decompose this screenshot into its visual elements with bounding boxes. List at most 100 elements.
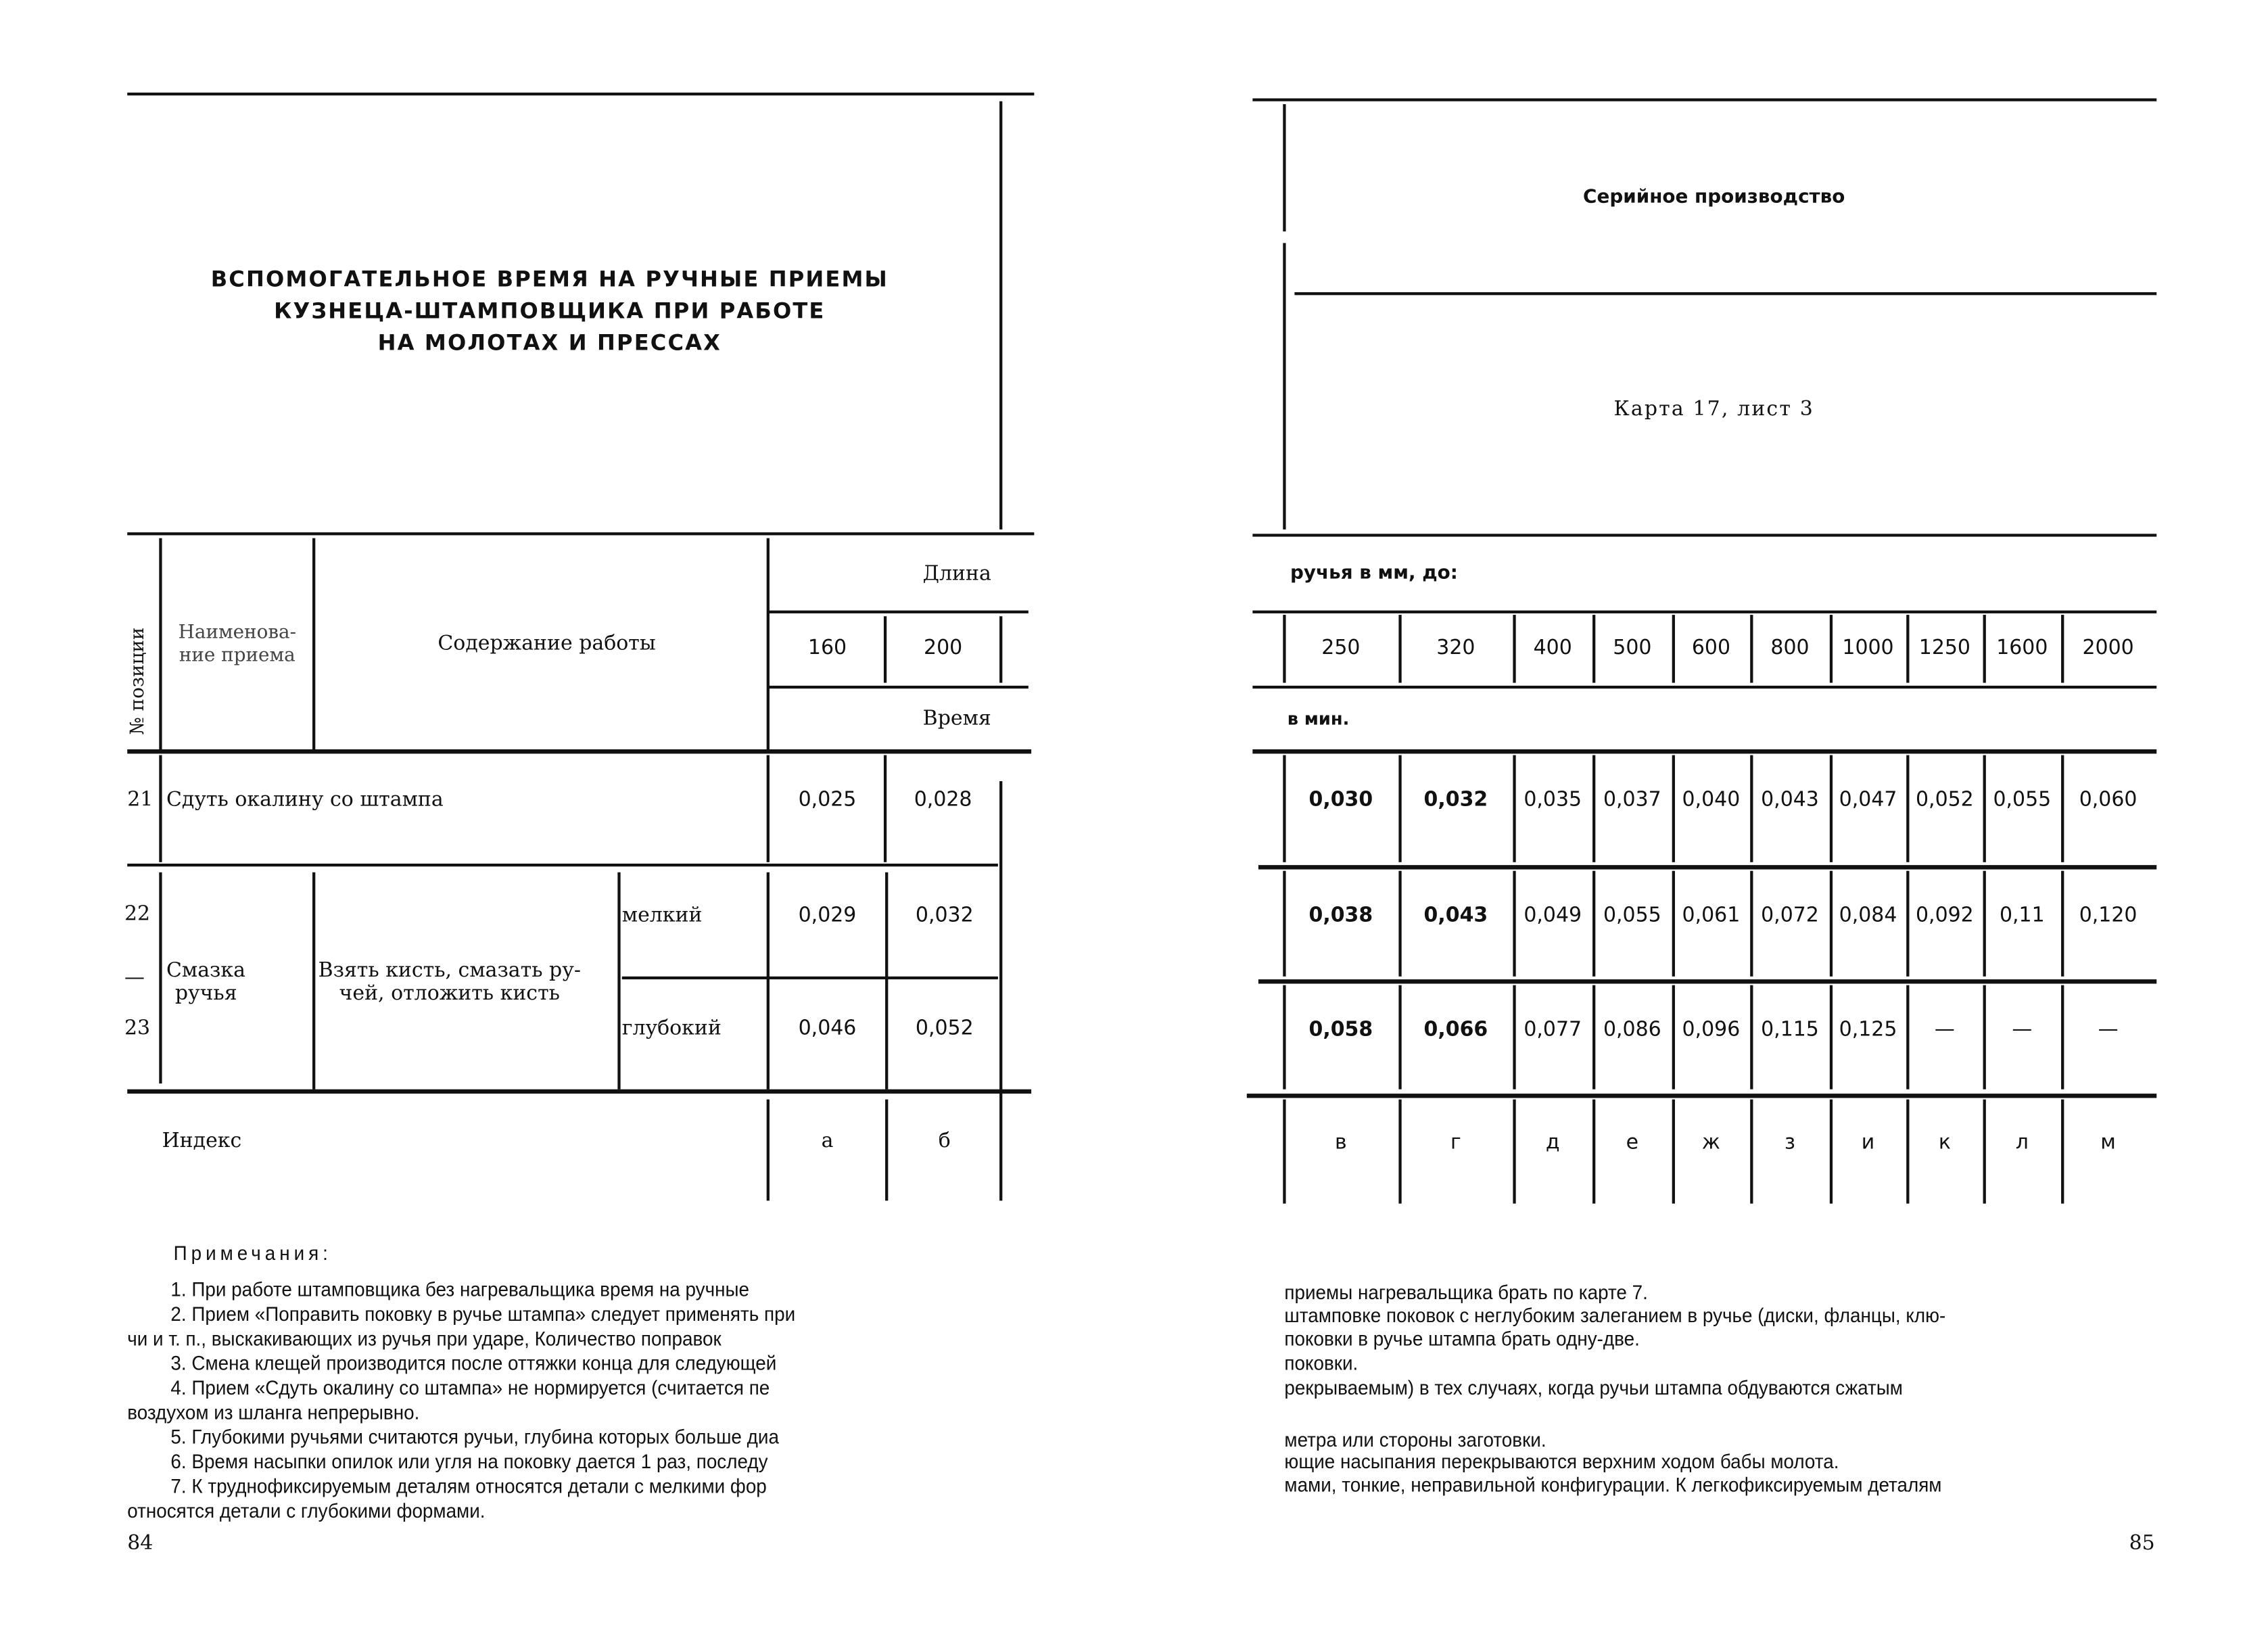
length-200: 200 [924, 636, 963, 660]
note-line: 6. Время насыпки опилок или угля на поко… [170, 1449, 768, 1473]
time-value: 0,092 [1916, 904, 1974, 928]
divider [617, 872, 621, 1090]
time-value: 0,060 [2079, 788, 2137, 812]
title-line: КУЗНЕЦА-ШТАМПОВЩИКА ПРИ РАБОТЕ [274, 298, 826, 325]
divider [1294, 292, 2157, 296]
row-22-kind: мелкий [621, 904, 703, 928]
row-23-kind: глубокий [621, 1016, 722, 1040]
row-22-value-b: 0,032 [915, 904, 974, 928]
divider [1592, 755, 1596, 862]
page-title: ВСПОМОГАТЕЛЬНОЕ ВРЕМЯ НА РУЧНЫЕ ПРИЕМЫ К… [188, 263, 912, 358]
divider [1829, 1099, 1833, 1204]
header-line: Наименова- [178, 622, 296, 644]
divider [766, 1099, 770, 1201]
divider [2061, 985, 2064, 1090]
divider [1252, 534, 2157, 537]
header-line: ние приема [179, 645, 296, 668]
time-value: — [2098, 1018, 2119, 1042]
divider [2061, 615, 2064, 683]
divider [999, 616, 1003, 683]
divider [885, 1099, 889, 1201]
divider [1398, 755, 1402, 862]
divider [1983, 755, 1986, 862]
divider [767, 685, 1029, 689]
divider [1906, 870, 1910, 977]
time-value: 0,061 [1682, 904, 1741, 928]
time-value: 0,096 [1682, 1018, 1741, 1042]
divider [127, 92, 1035, 96]
divider [1592, 1099, 1596, 1204]
page-number: 85 [2129, 1532, 2155, 1555]
divider [1513, 985, 1516, 1090]
index-4: ж [1701, 1131, 1720, 1154]
divider [1672, 615, 1675, 683]
time-value: 0,055 [1603, 904, 1661, 928]
divider [1750, 615, 1753, 683]
divider [1829, 870, 1833, 977]
divider [1283, 755, 1286, 862]
divider [1398, 615, 1402, 683]
divider [1283, 243, 1286, 530]
time-value: — [1934, 1018, 1955, 1042]
divider [1750, 985, 1753, 1090]
time-header: Время [922, 707, 991, 731]
divider [1750, 870, 1753, 977]
divider [1283, 1099, 1286, 1204]
length-320: 320 [1436, 636, 1475, 660]
note-line: 1. При работе штамповщика без нагревальщ… [170, 1277, 750, 1301]
name-line: ручья [174, 982, 237, 1006]
divider [1829, 755, 1833, 862]
divider [1750, 1099, 1753, 1204]
divider [1398, 1099, 1402, 1204]
divider [1983, 870, 1986, 977]
divider [1283, 615, 1286, 683]
divider [1983, 615, 1986, 683]
time-value: 0,058 [1308, 1018, 1373, 1042]
time-value: 0,032 [1423, 788, 1488, 812]
divider [1513, 870, 1516, 977]
divider [1258, 979, 2157, 984]
index-label: Индекс [162, 1129, 242, 1153]
note-line: 2. Прием «Поправить поковку в ручье штам… [170, 1302, 796, 1326]
title-line: ВСПОМОГАТЕЛЬНОЕ ВРЕМЯ НА РУЧНЫЕ ПРИЕМЫ [210, 266, 889, 293]
divider [1246, 1094, 2157, 1098]
divider [1592, 615, 1596, 683]
time-value: 0,115 [1761, 1018, 1819, 1042]
divider [1252, 685, 2157, 689]
divider [1983, 1099, 1986, 1204]
note-line: штамповке поковок с неглубоким залегание… [1284, 1303, 1946, 1327]
row-21-text: Сдуть окалину со штампа [166, 788, 444, 812]
time-value: 0,043 [1423, 904, 1488, 928]
note-line: 3. Смена клещей производится после оттяж… [170, 1351, 777, 1375]
divider [1513, 615, 1516, 683]
length-header: Длина [922, 563, 991, 586]
divider [883, 616, 887, 683]
note-line: поковки в ручье штампа брать одну-две. [1284, 1326, 1640, 1350]
divider [2061, 870, 2064, 977]
dash: — [124, 966, 145, 990]
note-line: метра или стороны заготовки. [1284, 1428, 1546, 1451]
divider [766, 872, 770, 1090]
position-header: № позиции [127, 627, 149, 735]
note-line: рекрываемым) в тех случаях, когда ручьи … [1284, 1376, 1903, 1399]
time-value: 0,11 [1999, 904, 2045, 928]
index-9: м [2100, 1131, 2116, 1154]
divider [312, 872, 316, 1090]
time-value: 0,077 [1523, 1018, 1582, 1042]
note-line: 7. К труднофиксируемым деталям относятся… [170, 1474, 767, 1497]
divider [1829, 615, 1833, 683]
content-header: Содержание работы [438, 632, 656, 655]
length-400: 400 [1533, 636, 1572, 660]
divider [999, 101, 1003, 530]
divider [159, 538, 162, 750]
row-21-value-b: 0,028 [914, 788, 972, 812]
row-22-value-a: 0,029 [798, 904, 857, 928]
divider [159, 755, 162, 862]
time-value: 0,125 [1839, 1018, 1897, 1042]
note-line: воздухом из шланга непрерывно. [127, 1400, 420, 1424]
title-line: НА МОЛОТАХ И ПРЕССАХ [377, 329, 722, 356]
index-0: в [1335, 1131, 1347, 1154]
row-21-pos: 21 [127, 788, 153, 812]
time-value: 0,072 [1761, 904, 1819, 928]
index-6: и [1861, 1131, 1875, 1154]
